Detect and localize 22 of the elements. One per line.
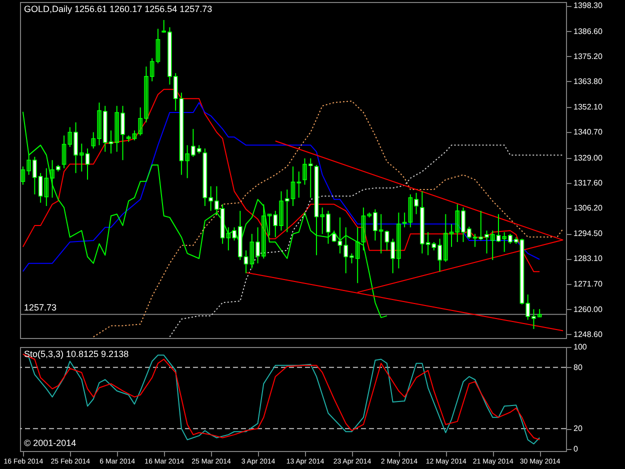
y-tick-label: 20 (574, 424, 583, 434)
y-tick-label: 1375.20 (574, 52, 603, 61)
chart-title: Sto(5,3,3) 10.8125 9.2138 (24, 349, 129, 359)
ref-line-label: 1257.73 (24, 302, 57, 312)
y-tick-label: 1306.20 (574, 203, 603, 212)
chart-title: GOLD,Daily 1256.61 1260.17 1256.54 1257.73 (24, 4, 212, 14)
y-tick-label: 1398.30 (574, 1, 603, 10)
y-tick-label: 1363.80 (574, 77, 603, 86)
y-tick-label: 1352.10 (574, 102, 603, 112)
y-tick-label: 1283.10 (574, 254, 603, 264)
y-tick-label: 1271.70 (574, 279, 603, 288)
y-tick-label: 1260.00 (574, 304, 603, 314)
y-tick-label: 1329.00 (574, 153, 603, 162)
y-tick-label: 80 (574, 362, 583, 372)
y-tick-label: 0 (574, 444, 578, 454)
annotation: © 2001-2014 (24, 438, 76, 448)
y-tick-label: 1317.60 (574, 178, 603, 188)
y-tick-label: 1340.70 (574, 128, 603, 137)
y-tick-label: 1294.50 (574, 229, 603, 238)
y-tick-label: 100 (574, 342, 588, 352)
y-tick-label: 1248.60 (574, 330, 603, 339)
y-tick-label: 1386.60 (574, 26, 603, 36)
